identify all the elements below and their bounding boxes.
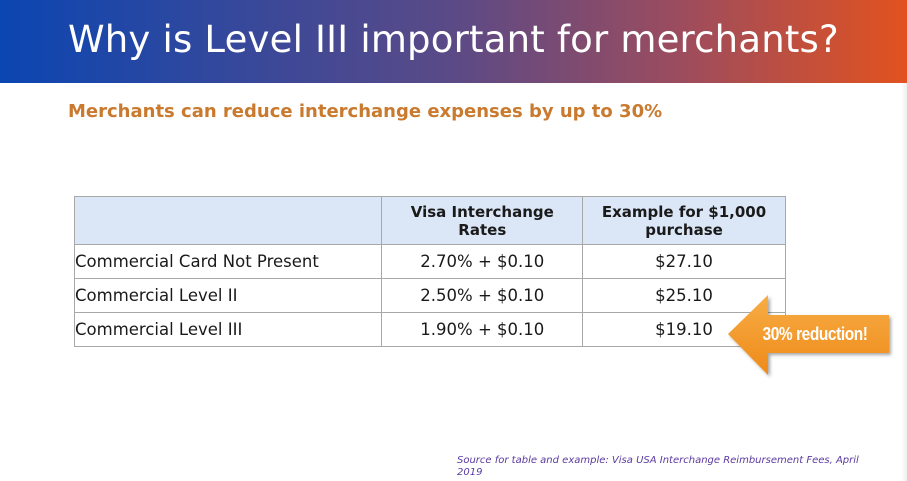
row-label: Commercial Level III	[73, 312, 383, 347]
table-header-cell	[73, 196, 383, 245]
source-citation: Source for table and example: Visa USA I…	[457, 455, 859, 478]
row-example: $25.10	[582, 278, 786, 313]
table-row: Commercial Level II 2.50% + $0.10 $25.10	[73, 278, 786, 313]
title-banner: Why is Level III important for merchants…	[0, 0, 907, 83]
row-rate: 2.50% + $0.10	[381, 278, 584, 313]
row-example: $27.10	[582, 244, 786, 279]
left-arrow-callout-icon	[728, 295, 889, 375]
slide-edge-shadow	[901, 83, 907, 481]
table-header-row: Visa Interchange Rates Example for $1,00…	[73, 196, 786, 245]
row-label: Commercial Level II	[73, 278, 383, 313]
slide-title: Why is Level III important for merchants…	[68, 18, 839, 61]
slide-subtitle: Merchants can reduce interchange expense…	[68, 101, 663, 122]
row-rate: 2.70% + $0.10	[381, 244, 584, 279]
reduction-callout: 30% reduction!	[726, 293, 894, 379]
table-row: Commercial Level III 1.90% + $0.10 $19.1…	[73, 312, 786, 347]
table-row: Commercial Card Not Present 2.70% + $0.1…	[73, 244, 786, 279]
row-rate: 1.90% + $0.10	[381, 312, 584, 347]
row-label: Commercial Card Not Present	[73, 244, 383, 279]
table-header-cell: Visa Interchange Rates	[381, 196, 584, 245]
table-header-cell: Example for $1,000 purchase	[582, 196, 786, 245]
callout-label: 30% reduction!	[762, 324, 868, 344]
interchange-rates-table: Visa Interchange Rates Example for $1,00…	[73, 196, 786, 347]
